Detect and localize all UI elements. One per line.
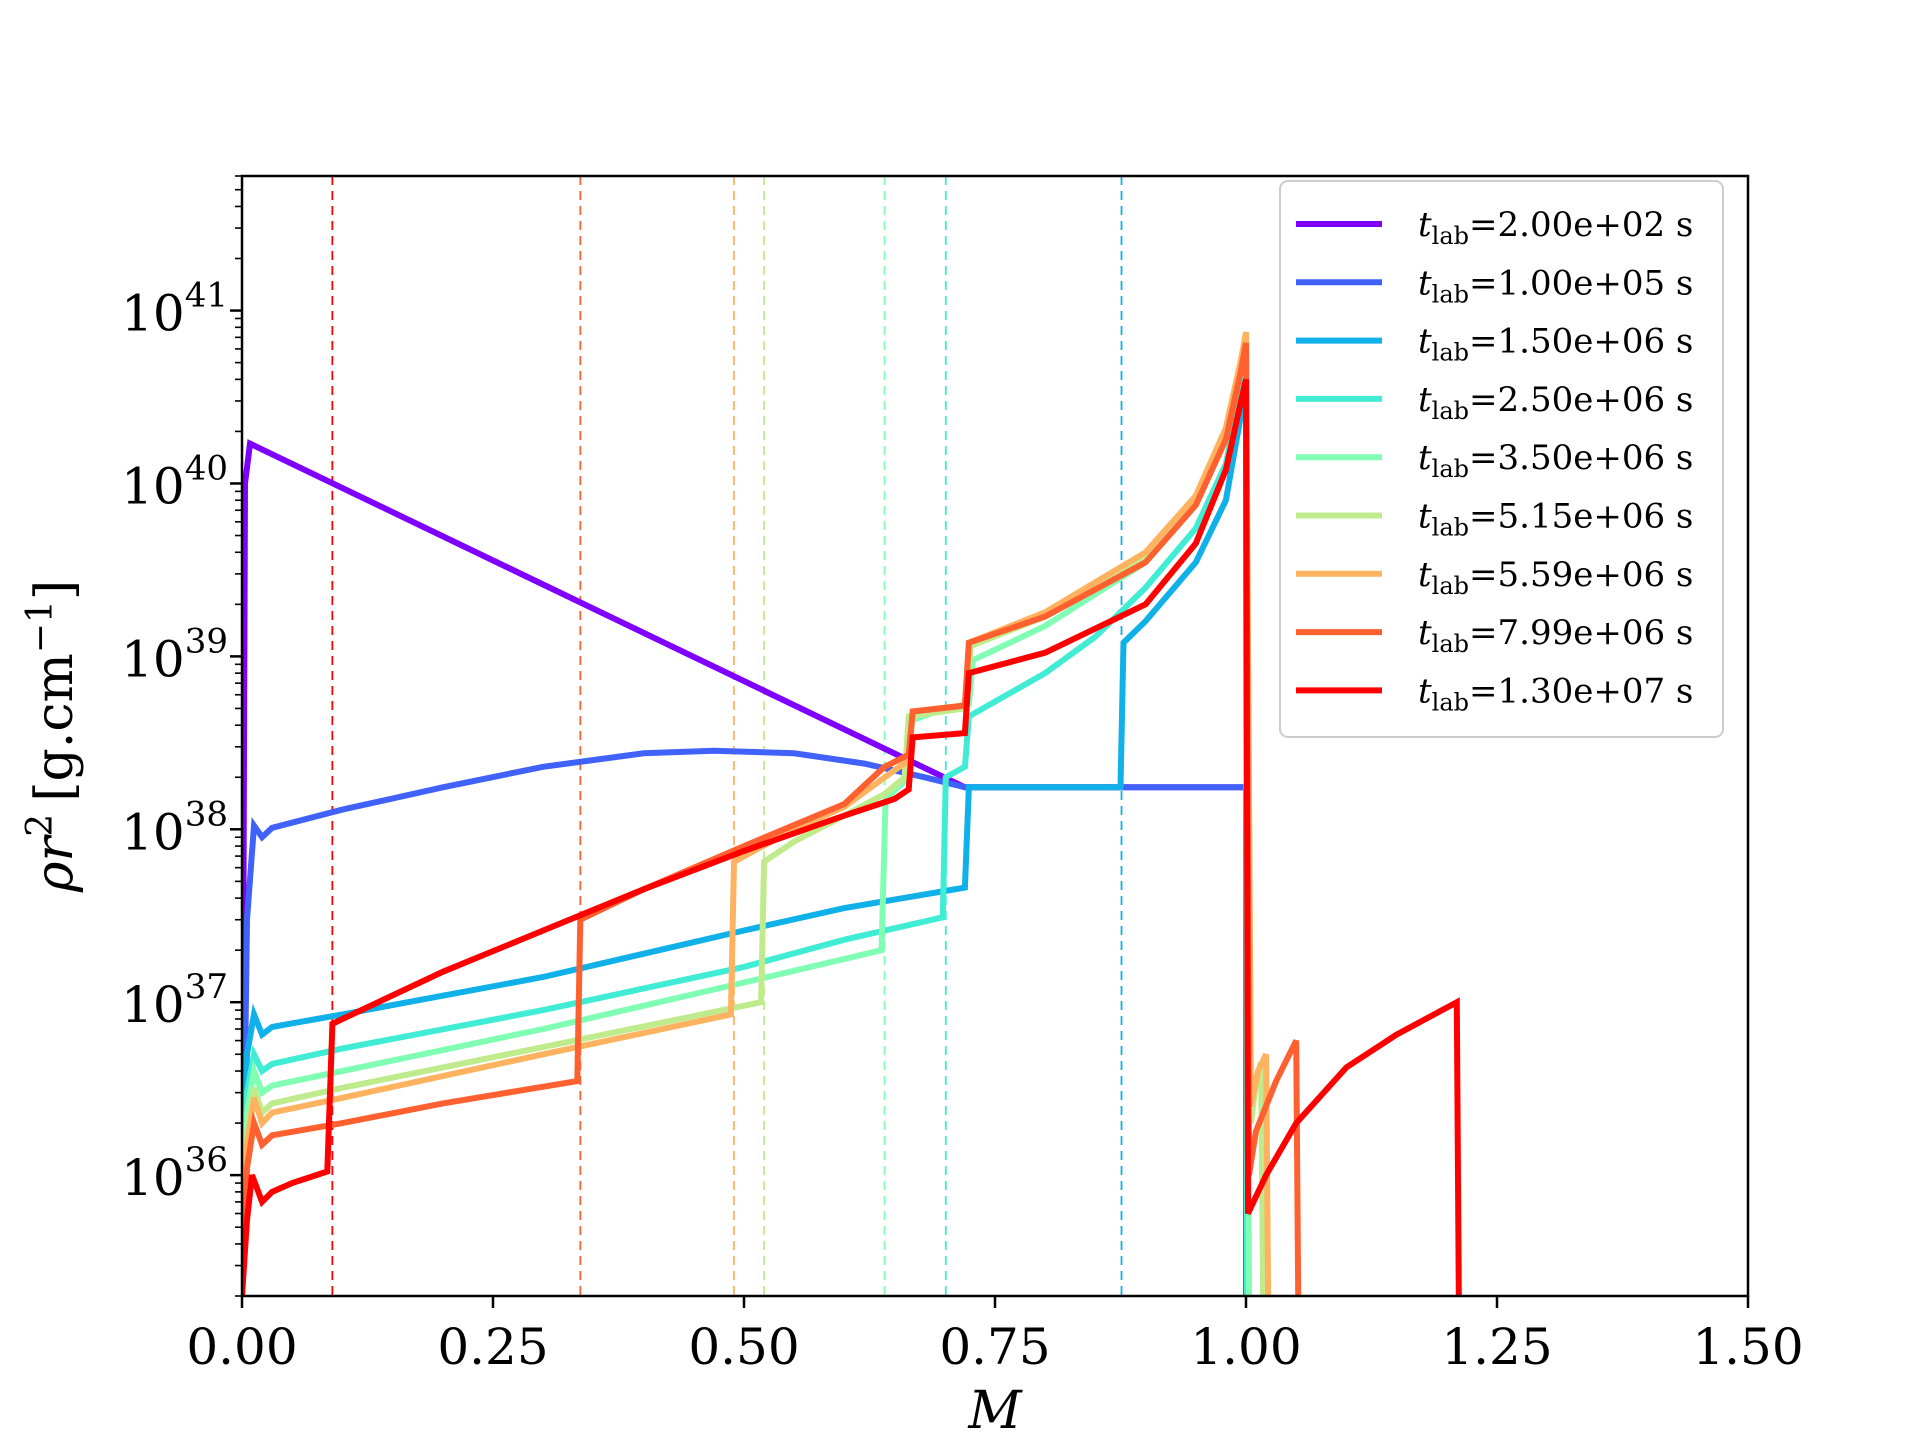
- series-line-4: [242, 336, 1252, 1296]
- x-tick-label-6: 1.50: [1692, 1318, 1803, 1376]
- series-line-0: [242, 439, 1249, 1296]
- legend-label-3: tlab=2.50e+06 s: [1418, 380, 1693, 425]
- y-label-r: r: [25, 834, 85, 862]
- legend: tlab=2.00e+02 s tlab=1.00e+05 s tlab=1.50e…: [1279, 180, 1724, 738]
- legend-label-0: tlab=2.00e+02 s: [1418, 205, 1693, 250]
- legend-label-1: tlab=1.00e+05 s: [1418, 263, 1693, 308]
- x-tick-label-0: 0.00: [186, 1318, 297, 1376]
- legend-label-7: tlab=7.99e+06 s: [1418, 613, 1693, 658]
- y-tick-label-3: 1039: [121, 621, 228, 688]
- y-label-units-exp: −1: [20, 600, 61, 653]
- y-tick-label-0: 1036: [121, 1140, 228, 1207]
- legend-label-5: tlab=5.15e+06 s: [1418, 497, 1693, 542]
- y-label-exp: 2: [20, 814, 61, 837]
- shock-lines-group: [331, 176, 1123, 1296]
- y-label-rho: ρ: [25, 861, 85, 893]
- x-axis-label: M: [967, 1381, 1023, 1440]
- x-tick-label-4: 1.00: [1190, 1318, 1301, 1376]
- y-tick-label-2: 1038: [121, 794, 228, 861]
- series-line-7: [242, 342, 1302, 1296]
- legend-label-4: tlab=3.50e+06 s: [1418, 438, 1693, 483]
- y-label-units-close: ]: [25, 580, 85, 600]
- series-line-1: [242, 747, 1249, 1296]
- series-line-2: [242, 362, 1250, 1296]
- x-tick-label-2: 0.50: [688, 1318, 799, 1376]
- y-axis-label: ρr2 [g.cm−1]: [20, 580, 85, 893]
- y-axis: 1036 1037 1038 1039 1040 1041: [121, 175, 242, 1297]
- y-tick-label-5: 1041: [121, 276, 228, 343]
- x-tick-label-3: 0.75: [939, 1318, 1050, 1376]
- legend-label-2: tlab=1.50e+06 s: [1418, 322, 1693, 367]
- x-tick-label-1: 0.25: [437, 1318, 548, 1376]
- legend-label-6: tlab=5.59e+06 s: [1418, 555, 1693, 600]
- x-axis: 0.00 0.25 0.50 0.75 1.00 1.25 1.50: [186, 1296, 1804, 1376]
- y-label-units: [g.cm: [25, 653, 85, 802]
- series-line-6: [242, 331, 1272, 1296]
- series-line-3: [242, 355, 1250, 1296]
- x-tick-label-5: 1.25: [1441, 1318, 1552, 1376]
- legend-label-8: tlab=1.30e+07 s: [1418, 671, 1693, 716]
- series-line-8: [242, 378, 1462, 1296]
- y-tick-label-4: 1040: [121, 448, 228, 515]
- series-line-5: [242, 331, 1267, 1296]
- legend-box: [1279, 180, 1724, 738]
- y-tick-label-1: 1037: [121, 967, 228, 1034]
- series-lines-group: [242, 331, 1462, 1296]
